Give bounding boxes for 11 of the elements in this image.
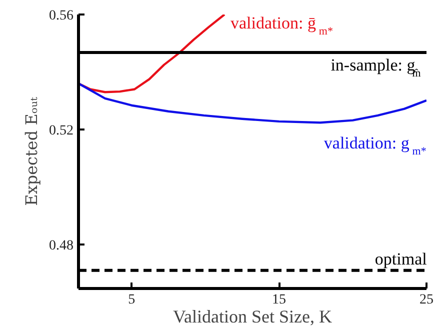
y-tick-label: 0.56	[49, 8, 74, 24]
y-axis-title: Expected Eₒᵤₜ	[22, 97, 41, 206]
line-series	[78, 14, 226, 94]
x-axis-title: Validation Set Size, K	[173, 306, 332, 326]
x-tick-label: 15	[272, 292, 286, 308]
x-tick-label: 5	[128, 292, 136, 308]
ref-line-label: optimal	[374, 249, 428, 268]
x-tick-label: 25	[420, 292, 434, 308]
line-series	[78, 82, 426, 124]
y-tick-label: 0.48	[49, 238, 74, 254]
y-tick-label: 0.52	[49, 124, 74, 139]
